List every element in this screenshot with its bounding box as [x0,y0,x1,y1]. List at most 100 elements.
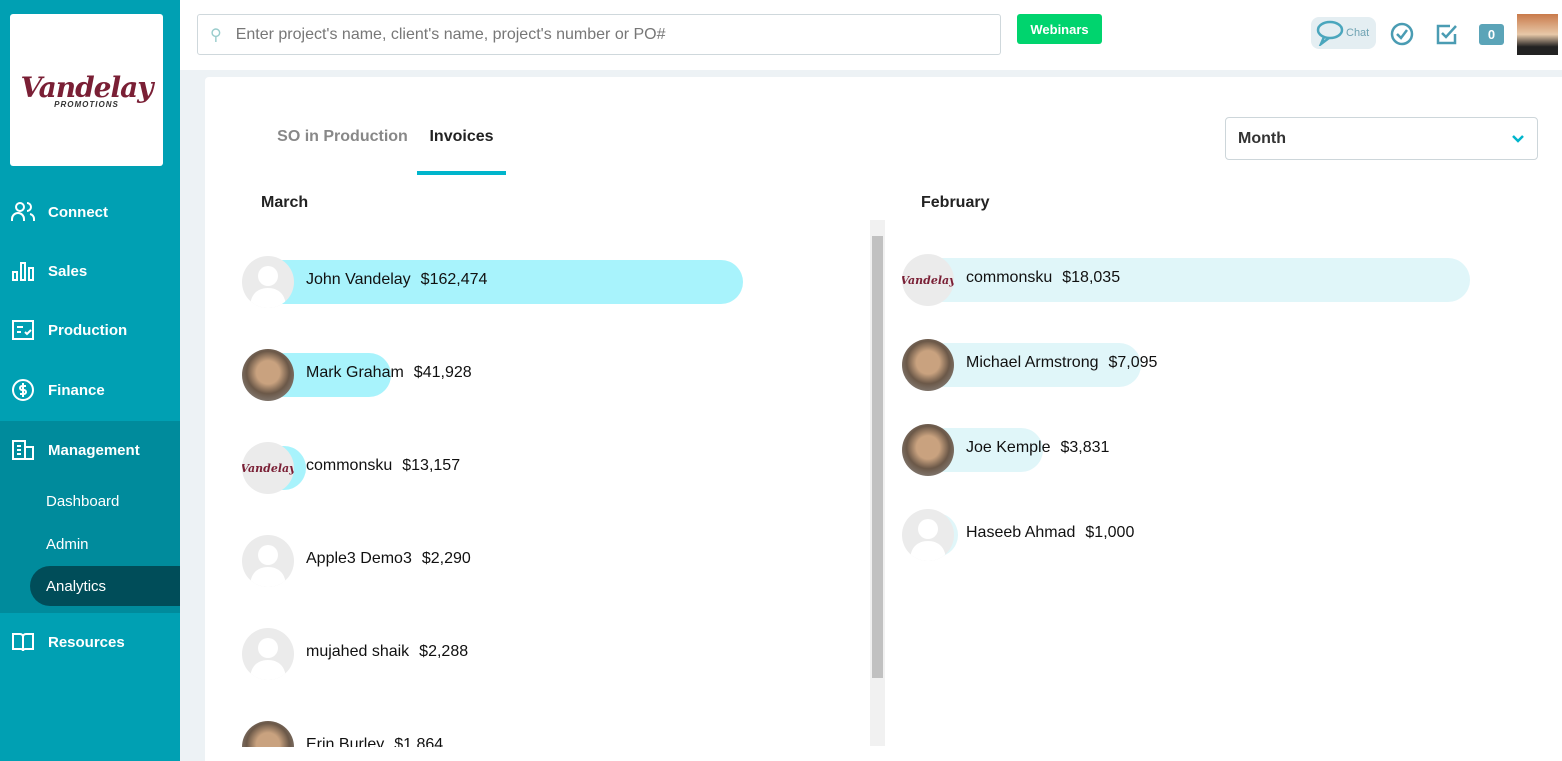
rep-name: commonsku [966,269,1053,286]
rep-name: Erin Burley [306,736,385,747]
avatar [902,509,954,561]
rep-name: Mark Graham [306,364,404,381]
sidebar-sub-dashboard[interactable]: Dashboard [46,492,120,510]
avatar [902,339,954,391]
avatar: Vandelay [902,254,954,306]
user-avatar[interactable] [1517,14,1558,55]
label: Production [48,321,128,339]
row-label: Apple3 Demo3 $2,290 [306,550,471,568]
rep-name: Joe Kemple [966,439,1051,456]
avatar [242,535,294,587]
checklist-icon [12,320,34,340]
amount: $1,864 [394,736,444,747]
list-item[interactable]: Erin Burley $1,864 [242,721,872,747]
user-photo [902,339,954,391]
list-item[interactable]: mujahed shaik $2,288 [242,628,872,680]
building-icon [12,440,34,460]
february-list: Vandelay commonsku $18,035 Michael Armstron… [902,217,1522,747]
row-label: Joe Kemple $3,831 [966,439,1109,457]
amount: $7,095 [1108,354,1158,371]
sidebar-item-sales[interactable]: Sales [0,249,180,293]
analytics-card: SO in Production Invoices Month March Fe… [205,77,1562,761]
company-logo-avatar: Vandelay [902,273,954,287]
sidebar-sub-analytics[interactable]: Analytics [30,566,180,606]
chevron-down-icon [1512,134,1524,143]
search-input[interactable] [235,25,976,44]
row-label: Mark Graham $41,928 [306,364,472,382]
row-label: Erin Burley $1,864 [306,736,443,747]
tasks-icon[interactable] [1435,22,1459,46]
list-item[interactable]: John Vandelay $162,474 [242,256,872,308]
march-list: John Vandelay $162,474 Mark Graham $41,928 V… [242,217,872,747]
label: Finance [48,381,105,399]
user-photo [242,721,294,747]
bar-chart-icon [12,262,34,281]
rep-name: John Vandelay [306,271,411,288]
rep-name: Michael Armstrong [966,354,1099,371]
logo-text: Vandelay [20,71,153,104]
row-label: Haseeb Ahmad $1,000 [966,524,1134,542]
webinars-button[interactable]: Webinars [1017,14,1102,44]
sidebar-item-resources[interactable]: Resources [0,620,180,664]
default-avatar-icon [250,545,286,587]
amount: $13,157 [402,457,461,474]
default-avatar-icon [910,519,946,561]
rep-name: Apple3 Demo3 [306,550,412,567]
company-logo-avatar: Vandelay [242,461,294,475]
row-label: Michael Armstrong $7,095 [966,354,1157,372]
amount: $18,035 [1062,269,1121,286]
row-label: commonsku $18,035 [966,269,1120,287]
scrollbar-thumb[interactable] [872,236,883,678]
search-box[interactable]: ⚲ [197,14,1001,55]
label: Management [48,441,140,459]
chat-bubble-icon [1316,20,1344,46]
avatar [902,424,954,476]
list-item[interactable]: Vandelay commonsku $13,157 [242,442,872,494]
value-bar [928,258,1470,302]
list-item[interactable]: Mark Graham $41,928 [242,349,872,401]
avatar [242,628,294,680]
sidebar-sub-admin[interactable]: Admin [46,535,89,553]
row-label: commonsku $13,157 [306,457,460,475]
notification-badge[interactable]: 0 [1479,24,1504,45]
period-select[interactable]: Month [1225,117,1538,160]
sidebar-item-management[interactable]: Management [0,428,180,472]
label: Connect [48,203,108,221]
sidebar-item-connect[interactable]: Connect [0,190,180,234]
tab-invoices[interactable]: Invoices [417,117,506,175]
search-icon: ⚲ [210,26,222,44]
amount: $1,000 [1085,524,1135,541]
rep-name: Haseeb Ahmad [966,524,1076,541]
value-bar [268,260,743,304]
rep-name: mujahed shaik [306,643,410,660]
chat-label: Chat [1346,27,1370,39]
company-logo[interactable]: Vandelay PROMOTIONS [10,14,163,166]
scrollbar[interactable] [870,220,885,746]
dollar-icon [12,379,34,401]
logo-sub: PROMOTIONS [54,100,119,109]
row-label: mujahed shaik $2,288 [306,643,468,661]
period-value: Month [1238,129,1286,147]
list-item[interactable]: Vandelay commonsku $18,035 [902,254,1522,306]
user-photo [242,349,294,401]
management-section: Management Dashboard Admin Analytics [0,421,180,613]
list-item[interactable]: Apple3 Demo3 $2,290 [242,535,872,587]
amount: $41,928 [413,364,472,381]
row-label: John Vandelay $162,474 [306,271,487,289]
chat-button[interactable]: Chat [1311,17,1376,49]
list-item[interactable]: Haseeb Ahmad $1,000 [902,509,1522,561]
avatar [242,349,294,401]
column-title-february: February [921,194,990,211]
rep-name: commonsku [306,457,393,474]
avatar [242,721,294,747]
column-title-march: March [261,194,309,211]
tab-so-in-production[interactable]: SO in Production [277,128,408,145]
label: Sales [48,262,88,280]
sidebar-item-production[interactable]: Production [0,308,180,352]
clock-icon[interactable] [1390,22,1414,46]
value-bar [928,343,1142,387]
avatar: Vandelay [242,442,294,494]
sidebar-item-finance[interactable]: Finance [0,368,180,412]
list-item[interactable]: Michael Armstrong $7,095 [902,339,1522,391]
list-item[interactable]: Joe Kemple $3,831 [902,424,1522,476]
